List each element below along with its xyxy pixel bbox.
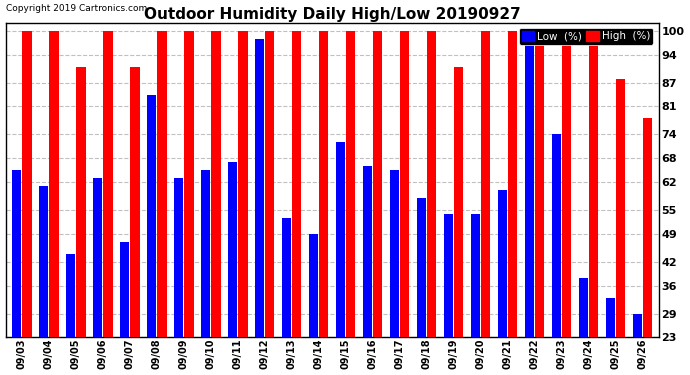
Bar [308,234,318,338]
Bar [157,31,166,338]
Bar [265,31,275,338]
Bar [346,31,355,338]
Bar [12,170,21,338]
Bar [93,178,102,338]
Bar [643,118,652,338]
Bar [400,31,409,338]
Bar [562,31,571,338]
Bar [363,166,372,338]
Bar [147,94,156,338]
Bar [228,162,237,338]
Bar [633,314,642,338]
Bar [524,43,534,338]
Bar [454,67,464,338]
Bar [211,31,221,338]
Bar [589,43,598,338]
Bar [282,218,291,338]
Bar [319,31,328,338]
Bar [66,254,75,338]
Bar [471,214,480,338]
Bar [417,198,426,338]
Bar [184,31,193,338]
Text: Copyright 2019 Cartronics.com: Copyright 2019 Cartronics.com [6,4,147,13]
Bar [336,142,345,338]
Bar [120,242,129,338]
Bar [292,31,302,338]
Bar [174,178,184,338]
Bar [76,67,86,338]
Bar [481,31,491,338]
Bar [39,186,48,338]
Legend: Low  (%), High  (%): Low (%), High (%) [519,28,653,45]
Bar [390,170,400,338]
Bar [552,134,561,338]
Bar [373,31,382,338]
Bar [427,31,436,338]
Bar [49,31,59,338]
Bar [508,31,518,338]
Bar [255,39,264,338]
Bar [238,31,248,338]
Title: Outdoor Humidity Daily High/Low 20190927: Outdoor Humidity Daily High/Low 20190927 [144,7,520,22]
Bar [130,67,139,338]
Bar [497,190,507,338]
Bar [535,31,544,338]
Bar [22,31,32,338]
Bar [103,31,112,338]
Bar [606,298,615,338]
Bar [579,278,588,338]
Bar [444,214,453,338]
Bar [201,170,210,338]
Bar [616,79,625,338]
